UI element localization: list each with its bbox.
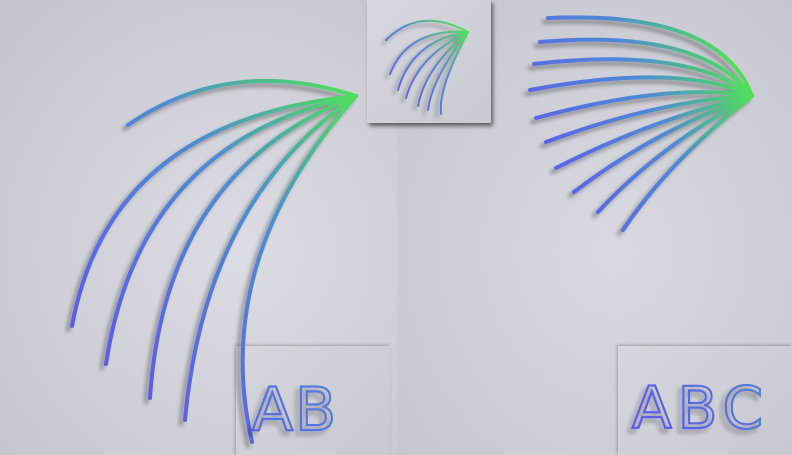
right-arc-6 [544, 94, 754, 144]
right-arc-8 [572, 94, 754, 194]
thumb-arc-3 [397, 31, 469, 91]
right-arc-2 [538, 37, 754, 98]
left-arc-2 [70, 94, 358, 328]
left-arc-5 [183, 94, 358, 422]
left-arc-fan [70, 78, 358, 444]
ab-label-tile [236, 346, 390, 455]
right-arc-4 [528, 75, 754, 98]
thumb-arc-5 [417, 31, 469, 107]
thumb-arc-2 [389, 30, 469, 75]
right-arc-7 [554, 94, 754, 170]
left-arc-6 [240, 94, 358, 444]
left-arc-3 [104, 94, 358, 366]
thumb-arc-4 [405, 31, 469, 99]
thumb-arc-7 [439, 31, 469, 115]
right-arc-fan [528, 15, 754, 232]
left-arc-4 [148, 94, 358, 400]
right-arc-9 [596, 94, 754, 214]
abc-label-tile [618, 346, 792, 455]
right-arc-5 [534, 90, 754, 120]
ab-label: AB [252, 375, 338, 445]
right-arc-1 [546, 15, 754, 98]
abc-label: ABC [632, 374, 769, 442]
thumb-arc-1 [385, 19, 469, 41]
left-arc-1 [126, 78, 358, 127]
thumbnail-arc-fan [385, 19, 469, 115]
thumb-arc-6 [427, 31, 469, 111]
right-arc-3 [532, 57, 754, 98]
right-arc-10 [621, 94, 754, 232]
